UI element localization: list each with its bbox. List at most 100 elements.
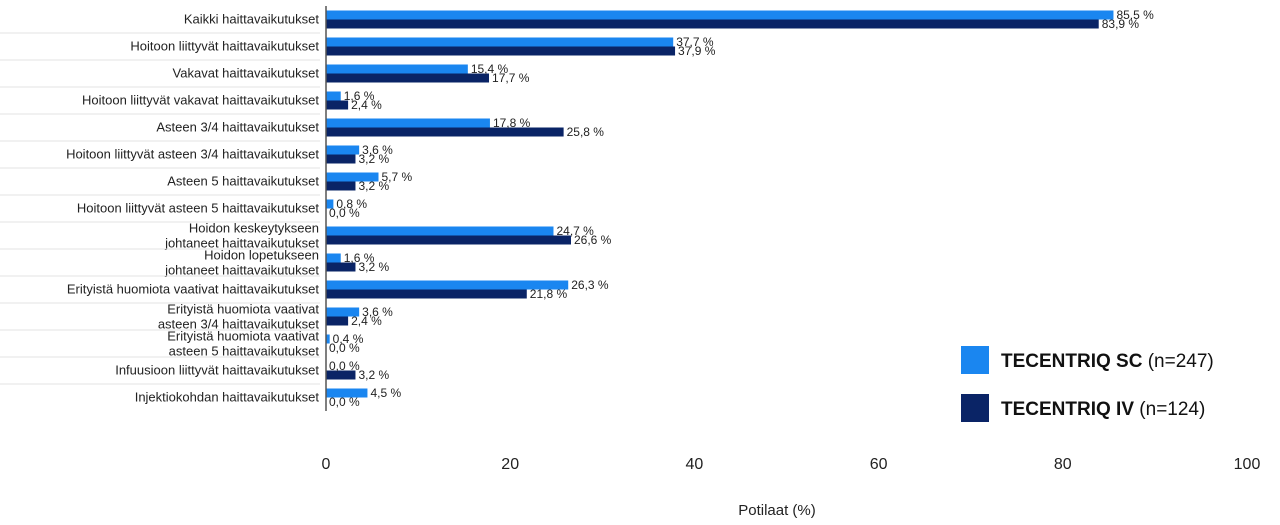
bar — [326, 253, 341, 263]
x-tick-label: 80 — [1054, 456, 1072, 473]
category-label: Asteen 5 haittavaikutukset — [167, 174, 319, 189]
category-label: Erityistä huomiota vaativat asteen 5 hait… — [167, 329, 319, 359]
x-axis-ticks: 0 20 40 60 80 100 — [322, 456, 1261, 473]
bar — [326, 64, 468, 74]
value-label: 3,2 % — [358, 179, 389, 193]
category-label-line: Hoidon keskeytykseen — [189, 221, 319, 236]
bar — [326, 118, 490, 128]
category-label-line: Erityistä huomiota vaativat haittavaikut… — [67, 282, 320, 297]
value-label: 3,2 % — [358, 152, 389, 166]
value-label: 2,4 % — [351, 314, 382, 328]
bar — [326, 172, 379, 182]
category-label: Kaikki haittavaikutukset — [184, 12, 320, 27]
legend-swatch — [961, 394, 989, 422]
value-label: 1,6 % — [344, 89, 375, 103]
category-label-line: Hoitoon liittyvät asteen 3/4 haittavaiku… — [66, 147, 319, 162]
value-label: 26,3 % — [571, 278, 609, 292]
value-label: 1,6 % — [344, 251, 375, 265]
value-label: 24,7 % — [556, 224, 594, 238]
category-label-line: Injektiokohdan haittavaikutukset — [135, 390, 320, 405]
value-label: 37,7 % — [676, 35, 714, 49]
value-label: 15,4 % — [471, 62, 509, 76]
x-tick-label: 100 — [1234, 456, 1261, 473]
value-label: 0,0 % — [329, 206, 360, 220]
bar — [326, 388, 368, 398]
category-label: Asteen 3/4 haittavaikutukset — [156, 120, 319, 135]
value-label: 0,0 % — [329, 341, 360, 355]
x-tick-label: 0 — [322, 456, 331, 473]
bar — [326, 316, 349, 326]
category-label: Infuusioon liittyvät haittavaikutukset — [115, 363, 319, 378]
value-label: 0,0 % — [329, 395, 360, 409]
category-label: Hoidon lopetukseen johtaneet haittavaikut… — [164, 248, 319, 278]
value-labels: 85,5 %83,9 % 37,7 %37,9 % 15,4 %17,7 % 1,6 … — [329, 8, 1154, 409]
category-label-line: johtaneet haittavaikutukset — [164, 263, 319, 278]
category-label: Hoitoon liittyvät vakavat haittavaikutuk… — [82, 93, 319, 108]
legend-series-count: (n=247) — [1148, 351, 1214, 372]
bar — [326, 235, 571, 245]
bar — [326, 127, 564, 137]
category-label: Erityistä huomiota vaativat asteen 3/4 ha… — [158, 302, 320, 332]
category-label-line: johtaneet haittavaikutukset — [164, 236, 319, 251]
x-tick-label: 60 — [870, 456, 888, 473]
bars — [326, 10, 1114, 398]
category-label: Hoitoon liittyvät asteen 5 haittavaikutu… — [77, 201, 319, 216]
bar — [326, 10, 1114, 20]
value-label: 37,9 % — [678, 44, 716, 58]
value-label: 4,5 % — [370, 386, 401, 400]
category-label-line: Hoitoon liittyvät vakavat haittavaikutuk… — [82, 93, 319, 108]
value-label: 3,6 % — [362, 143, 393, 157]
x-tick-label: 20 — [501, 456, 519, 473]
bar — [326, 19, 1099, 29]
bar — [326, 46, 676, 56]
category-label-line: Asteen 5 haittavaikutukset — [167, 174, 319, 189]
legend: TECENTRIQ SC (n=247) TECENTRIQ IV (n=124) — [961, 346, 1214, 422]
legend-swatch — [961, 346, 989, 374]
bar — [326, 154, 356, 164]
value-label: 85,5 % — [1116, 8, 1154, 22]
bar — [326, 91, 341, 101]
bar — [326, 145, 360, 155]
category-label-line: Vakavat haittavaikutukset — [173, 66, 320, 81]
value-label: 0,8 % — [336, 197, 367, 211]
bar — [326, 73, 490, 83]
value-label: 3,2 % — [358, 368, 389, 382]
bar — [326, 181, 356, 191]
value-label: 2,4 % — [351, 98, 382, 112]
category-label-line: Infuusioon liittyvät haittavaikutukset — [115, 363, 319, 378]
value-label: 25,8 % — [567, 125, 605, 139]
category-label: Erityistä huomiota vaativat haittavaikut… — [67, 282, 320, 297]
value-label: 3,2 % — [358, 260, 389, 274]
category-label: Hoitoon liittyvät asteen 3/4 haittavaiku… — [66, 147, 319, 162]
bar — [326, 37, 674, 47]
category-label-line: asteen 5 haittavaikutukset — [169, 344, 320, 359]
value-label: 5,7 % — [381, 170, 412, 184]
legend-entry: TECENTRIQ IV (n=124) — [1001, 399, 1205, 420]
bar — [326, 280, 569, 290]
category-label-line: Hoitoon liittyvät asteen 5 haittavaikutu… — [77, 201, 319, 216]
legend-series-name: TECENTRIQ SC — [1001, 351, 1148, 372]
value-label: 26,6 % — [574, 233, 612, 247]
bar — [326, 307, 360, 317]
category-labels: Kaikki haittavaikutukset Hoitoon liittyvä… — [0, 12, 320, 405]
value-label: 21,8 % — [530, 287, 568, 301]
category-label-line: Erityistä huomiota vaativat — [167, 302, 319, 317]
category-label: Hoidon keskeytykseen johtaneet haittavaik… — [164, 221, 319, 251]
value-label: 17,7 % — [492, 71, 530, 85]
legend-entry: TECENTRIQ SC (n=247) — [1001, 351, 1214, 372]
bar — [326, 262, 356, 272]
bar — [326, 226, 554, 236]
x-axis-title: Potilaat (%) — [738, 502, 816, 519]
category-label-line: asteen 3/4 haittavaikutukset — [158, 317, 320, 332]
category-label-line: Hoidon lopetukseen — [204, 248, 319, 263]
bar — [326, 370, 356, 380]
legend-series-name: TECENTRIQ IV — [1001, 399, 1139, 420]
value-label: 17,8 % — [493, 116, 531, 130]
value-label: 83,9 % — [1102, 17, 1140, 31]
legend-series-count: (n=124) — [1139, 399, 1205, 420]
bar — [326, 199, 334, 209]
bar — [326, 289, 527, 299]
value-label: 0,4 % — [333, 332, 364, 346]
category-label-line: Kaikki haittavaikutukset — [184, 12, 320, 27]
